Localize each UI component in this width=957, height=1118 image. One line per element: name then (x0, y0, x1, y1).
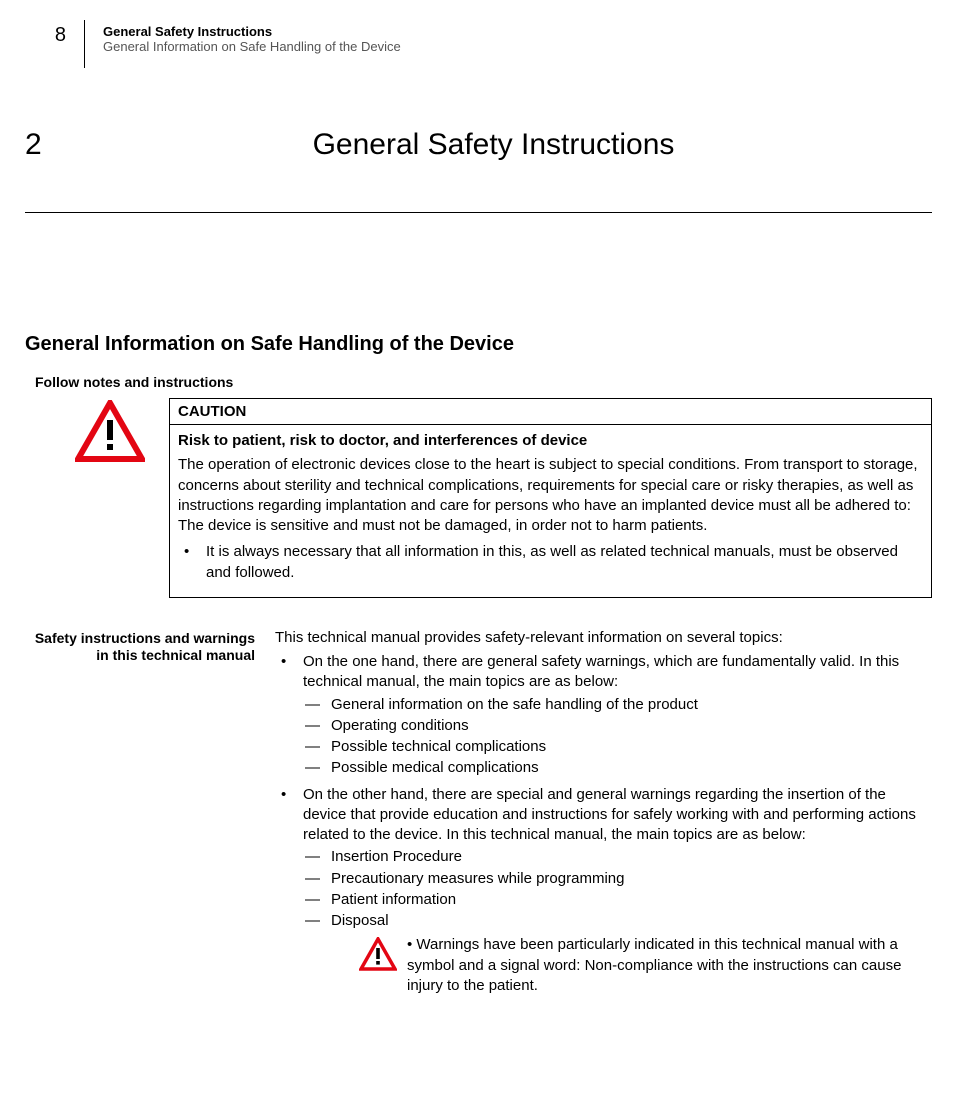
safety-bullet-list: On the one hand, there are general safet… (275, 652, 932, 996)
page-root: 8 General Safety Instructions General In… (0, 0, 957, 1042)
safety-intro: This technical manual provides safety-re… (275, 628, 932, 648)
inline-warning-icon-wrap (359, 935, 397, 977)
warning-triangle-icon (75, 400, 145, 462)
section-heading: General Information on Safe Handling of … (25, 333, 932, 356)
list-item: Precautionary measures while programming (303, 869, 932, 889)
safety-group1-items: General information on the safe handling… (303, 695, 932, 779)
safety-group2-lead: On the other hand, there are special and… (303, 786, 916, 844)
caution-bullet-list: It is always necessary that all informat… (178, 542, 923, 583)
safety-group1-lead: On the one hand, there are general safet… (303, 653, 899, 690)
margin-label-safety: Safety instructions and warnings in this… (25, 628, 255, 1002)
caution-subheading: Risk to patient, risk to doctor, and int… (178, 431, 923, 451)
inline-warning: Warnings have been particularly indicate… (331, 935, 932, 996)
list-item: Operating conditions (303, 716, 932, 736)
page-number: 8 (25, 20, 85, 68)
caution-block: CAUTION Risk to patient, risk to doctor,… (25, 398, 932, 598)
horizontal-rule (25, 212, 932, 213)
chapter-number: 2 (25, 128, 55, 162)
list-item: Insertion Procedure (303, 847, 932, 867)
caution-text: The operation of electronic devices clos… (178, 455, 923, 536)
chapter-heading: 2 General Safety Instructions (25, 128, 932, 162)
list-item: Disposal Warnings have been partic (303, 911, 932, 996)
caution-icon-column (25, 398, 155, 598)
caution-bullet-item: It is always necessary that all informat… (178, 542, 923, 583)
chapter-title: General Safety Instructions (55, 128, 932, 162)
caution-body: Risk to patient, risk to doctor, and int… (170, 425, 931, 597)
list-item: General information on the safe handling… (303, 695, 932, 715)
follow-notes-subhead: Follow notes and instructions (35, 374, 932, 390)
header-title-main: General Safety Instructions (103, 24, 401, 39)
list-item: Possible technical complications (303, 737, 932, 757)
warning-triangle-icon (359, 937, 397, 971)
header-titles: General Safety Instructions General Info… (85, 20, 401, 68)
safety-instructions-row: Safety instructions and warnings in this… (25, 628, 932, 1002)
list-item-text: Disposal (331, 912, 389, 929)
list-item: Patient information (303, 890, 932, 910)
safety-group2-items: Insertion Procedure Precautionary measur… (303, 847, 932, 996)
caution-label: CAUTION (170, 399, 931, 425)
inline-warning-text: Warnings have been particularly indicate… (407, 935, 932, 996)
caution-box: CAUTION Risk to patient, risk to doctor,… (169, 398, 932, 598)
list-item: Possible medical complications (303, 758, 932, 778)
header-title-sub: General Information on Safe Handling of … (103, 39, 401, 54)
page-header: 8 General Safety Instructions General In… (25, 20, 932, 68)
safety-group2: On the other hand, there are special and… (275, 785, 932, 997)
safety-group1: On the one hand, there are general safet… (275, 652, 932, 779)
safety-content: This technical manual provides safety-re… (275, 628, 932, 1002)
